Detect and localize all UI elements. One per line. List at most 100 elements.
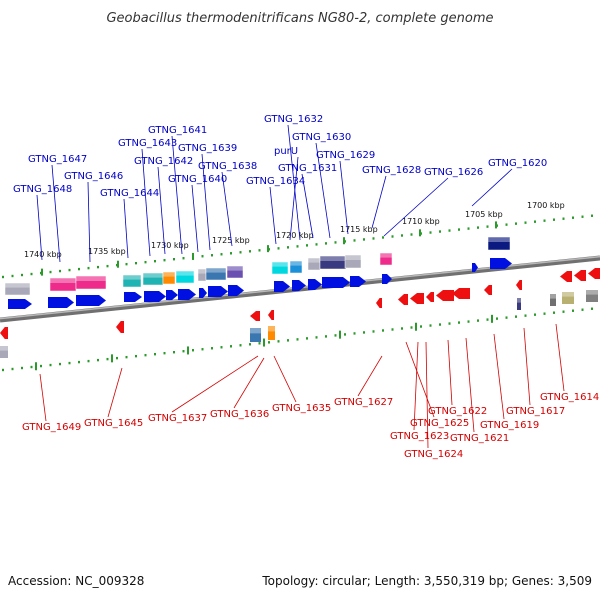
forward-gene-label: GTNG_1639 (178, 143, 237, 154)
reverse-gene-arrow (574, 270, 586, 281)
scale-dot (106, 357, 109, 361)
scale-dot (496, 317, 498, 320)
box-gloss (272, 262, 288, 267)
scale-label: 1715 kbp (340, 225, 378, 234)
scale-dot (325, 335, 327, 338)
scale-dot (97, 358, 99, 362)
forward-label-leader (36, 194, 43, 261)
forward-gene-arrow (124, 292, 142, 302)
scale-dot (287, 246, 289, 249)
forward-gene-label: GTNG_1620 (488, 158, 547, 169)
scale-label: 1700 kbp (527, 201, 565, 210)
scale-dot (505, 316, 508, 319)
box-gloss (562, 292, 574, 297)
reverse-gene-label: GTNG_1619 (480, 420, 539, 431)
gene-features (0, 236, 600, 358)
inner-scale-track (2, 307, 593, 372)
scale-dot (2, 275, 4, 279)
cyan-box (122, 274, 142, 288)
scale-dot (154, 352, 156, 356)
reverse-gene-label: GTNG_1645 (84, 418, 143, 429)
scale-dot (59, 269, 61, 273)
scale-dot (78, 360, 80, 364)
scale-dot (553, 311, 555, 314)
reverse-gene-arrow (452, 288, 470, 299)
magenta-box (75, 275, 107, 290)
scale-dot (410, 326, 413, 329)
box-gloss (0, 346, 8, 351)
scale-dot (429, 231, 432, 234)
scale-dot (135, 261, 137, 265)
scale-dot (372, 237, 375, 240)
forward-gene-label: GTNG_1647 (28, 154, 87, 165)
scale-dot (572, 216, 574, 219)
steelblue-box (250, 328, 261, 342)
reverse-gene-label: GTNG_1627 (334, 397, 393, 408)
scale-dot (467, 320, 470, 323)
scale-dot (182, 350, 185, 353)
reverse-gene-label: GTNG_1624 (404, 449, 463, 460)
scale-dot (334, 241, 337, 244)
scale-dot (11, 367, 14, 371)
scale-labels: 1740 kbp 1735 kbp 1730 kbp 1725 kbp 1720 kbp… (24, 201, 565, 259)
reverse-gene-label: GTNG_1637 (148, 413, 207, 424)
forward-gene-arrow (8, 299, 32, 309)
reverse-label-leader (39, 373, 47, 422)
scale-dot (106, 264, 109, 268)
scale-label: 1710 kbp (402, 217, 440, 226)
box-gloss (76, 276, 106, 281)
forward-gene-arrow (350, 276, 366, 287)
forward-gene-arrow (490, 258, 512, 269)
forward-label-leader (123, 198, 129, 259)
box-gloss (586, 290, 598, 295)
box-gloss (50, 278, 76, 283)
cyan-box (175, 270, 195, 284)
reverse-gene-label: GTNG_1623 (390, 431, 449, 442)
reverse-gene-arrow (250, 311, 260, 321)
forward-gene-label: GTNG_1634 (246, 176, 305, 187)
reverse-gene-arrow (410, 293, 424, 304)
scale-dot (249, 250, 251, 253)
box-gloss (163, 272, 175, 277)
reverse-gene-arrow (398, 294, 408, 305)
scale-dot (372, 330, 375, 333)
scale-ticks (2, 214, 593, 372)
box-gloss (176, 271, 194, 276)
scale-dot (21, 366, 23, 370)
forward-gene-label: GTNG_1631 (278, 163, 337, 174)
scale-dot (258, 249, 261, 252)
scale-dot (344, 333, 346, 336)
scale-dot (581, 215, 584, 218)
scale-dot (163, 351, 166, 355)
scale-dot (230, 252, 232, 255)
forward-gene-label: GTNG_1632 (264, 114, 323, 125)
reverse-label-leader (465, 337, 475, 433)
forward-label-leader (471, 168, 513, 207)
reverse-gene-label: GTNG_1625 (410, 418, 469, 429)
scale-dot (68, 361, 71, 365)
scale-dot (391, 328, 394, 331)
indigo-box (517, 298, 521, 310)
scale-dot (543, 219, 546, 222)
grey-box (4, 282, 31, 296)
scale-dot (448, 229, 451, 232)
scale-dot (591, 307, 593, 310)
scale-dot (59, 362, 61, 366)
scale-dot (534, 313, 536, 316)
reverse-gene-arrow (0, 327, 8, 339)
scale-dot (173, 258, 175, 261)
reverse-label-leader (171, 355, 259, 413)
box-gloss (227, 266, 243, 271)
forward-gene-label: GTNG_1640 (168, 174, 227, 185)
forward-label-leader (339, 160, 349, 235)
scale-dot (306, 337, 308, 340)
scale-dot (135, 354, 137, 358)
forward-gene-arrow (76, 295, 106, 306)
reverse-gene-label: GTNG_1649 (22, 422, 81, 433)
scale-dot (382, 329, 384, 332)
scale-label: 1705 kbp (465, 210, 503, 219)
box-gloss (268, 326, 275, 332)
scale-dot (144, 260, 147, 264)
reverse-label-leader (107, 367, 123, 418)
scale-dot (87, 359, 90, 363)
